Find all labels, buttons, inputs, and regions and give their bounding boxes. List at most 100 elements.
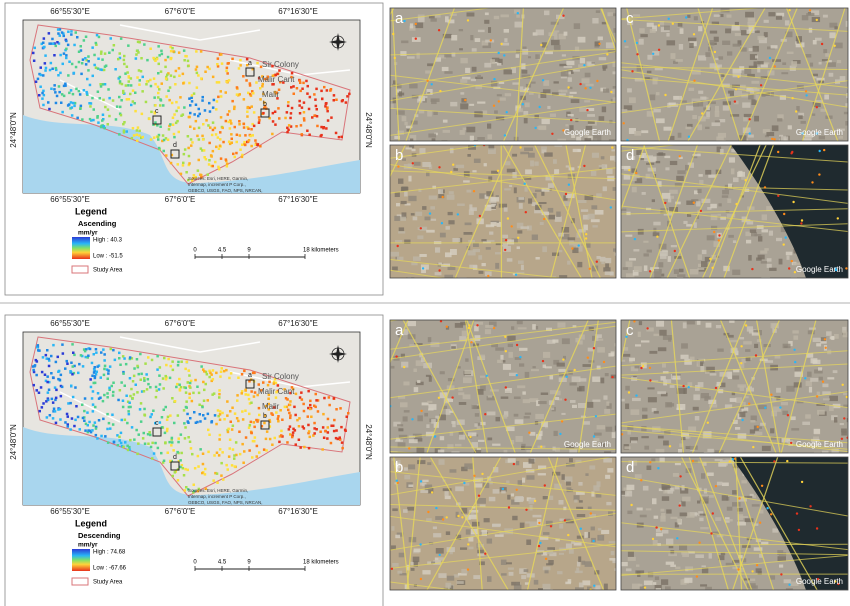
velocity-point bbox=[140, 390, 144, 393]
building bbox=[754, 115, 760, 122]
building bbox=[632, 270, 639, 276]
velocity-point bbox=[213, 454, 216, 457]
velocity-point bbox=[189, 447, 193, 450]
velocity-point bbox=[283, 405, 287, 409]
velocity-point bbox=[302, 101, 306, 104]
velocity-point bbox=[99, 85, 103, 88]
building bbox=[686, 224, 693, 227]
velocity-point bbox=[238, 134, 242, 137]
velocity-point bbox=[187, 178, 190, 182]
building bbox=[477, 553, 485, 557]
building bbox=[760, 422, 766, 426]
ps-point bbox=[763, 186, 767, 189]
velocity-point bbox=[298, 112, 302, 115]
velocity-point bbox=[235, 417, 239, 420]
ps-point bbox=[414, 22, 417, 26]
velocity-point bbox=[163, 356, 166, 360]
place-label: Malir bbox=[262, 90, 280, 99]
building bbox=[559, 518, 565, 521]
road bbox=[390, 164, 616, 201]
velocity-point bbox=[197, 107, 200, 111]
velocity-point bbox=[96, 365, 99, 368]
velocity-point bbox=[158, 421, 162, 424]
building bbox=[731, 24, 740, 31]
velocity-point bbox=[300, 398, 304, 401]
building bbox=[473, 242, 479, 248]
velocity-point bbox=[48, 359, 51, 362]
velocity-point bbox=[290, 86, 293, 89]
building bbox=[465, 514, 471, 521]
building bbox=[608, 511, 613, 517]
ps-point bbox=[481, 472, 484, 476]
building bbox=[485, 224, 495, 228]
image-base bbox=[390, 8, 616, 141]
building bbox=[528, 92, 534, 95]
building bbox=[634, 131, 642, 136]
building bbox=[438, 573, 447, 578]
building bbox=[776, 387, 781, 393]
building bbox=[796, 40, 802, 44]
velocity-point bbox=[88, 83, 92, 87]
building bbox=[553, 159, 557, 164]
velocity-point bbox=[208, 375, 211, 379]
road bbox=[720, 320, 777, 453]
road bbox=[621, 184, 848, 191]
building bbox=[488, 176, 493, 182]
velocity-point bbox=[52, 42, 55, 45]
velocity-point bbox=[233, 454, 236, 457]
building bbox=[834, 42, 843, 49]
velocity-point bbox=[196, 454, 200, 458]
building bbox=[487, 395, 493, 398]
building bbox=[392, 508, 398, 512]
place-label: Malir Cant bbox=[258, 75, 295, 84]
building bbox=[418, 110, 425, 114]
building bbox=[611, 149, 615, 152]
building bbox=[469, 135, 474, 141]
ps-point bbox=[815, 527, 819, 530]
scale-label: 0 bbox=[193, 560, 197, 566]
building bbox=[732, 566, 738, 570]
velocity-point bbox=[52, 343, 55, 347]
building bbox=[715, 325, 722, 329]
velocity-point bbox=[143, 413, 146, 416]
building bbox=[579, 378, 587, 382]
velocity-point bbox=[118, 81, 122, 85]
building bbox=[696, 201, 701, 207]
building bbox=[612, 559, 616, 564]
velocity-point bbox=[219, 116, 223, 119]
building bbox=[603, 88, 610, 93]
building bbox=[520, 226, 530, 229]
building bbox=[777, 556, 786, 561]
building bbox=[557, 571, 563, 575]
velocity-point bbox=[149, 386, 152, 389]
velocity-point bbox=[173, 421, 176, 425]
building bbox=[489, 389, 499, 392]
velocity-point bbox=[175, 100, 178, 104]
ps-point bbox=[627, 391, 631, 394]
ps-point bbox=[586, 356, 589, 359]
building bbox=[575, 337, 580, 343]
building bbox=[506, 168, 516, 173]
ps-point bbox=[679, 475, 682, 478]
building bbox=[832, 370, 838, 374]
velocity-point bbox=[83, 397, 87, 400]
velocity-point bbox=[202, 123, 205, 126]
building bbox=[444, 274, 454, 278]
building bbox=[426, 518, 432, 522]
velocity-point bbox=[194, 175, 197, 179]
building bbox=[393, 459, 401, 466]
velocity-point bbox=[313, 93, 316, 96]
building bbox=[805, 380, 812, 387]
building bbox=[519, 363, 525, 367]
building bbox=[721, 195, 729, 198]
velocity-point bbox=[70, 106, 74, 109]
building bbox=[667, 198, 672, 203]
building bbox=[723, 265, 730, 272]
velocity-point bbox=[106, 108, 110, 111]
building bbox=[670, 245, 678, 248]
building bbox=[686, 320, 695, 325]
velocity-point bbox=[320, 89, 323, 93]
ps-point bbox=[773, 460, 776, 463]
building bbox=[511, 238, 518, 243]
road bbox=[621, 391, 848, 424]
